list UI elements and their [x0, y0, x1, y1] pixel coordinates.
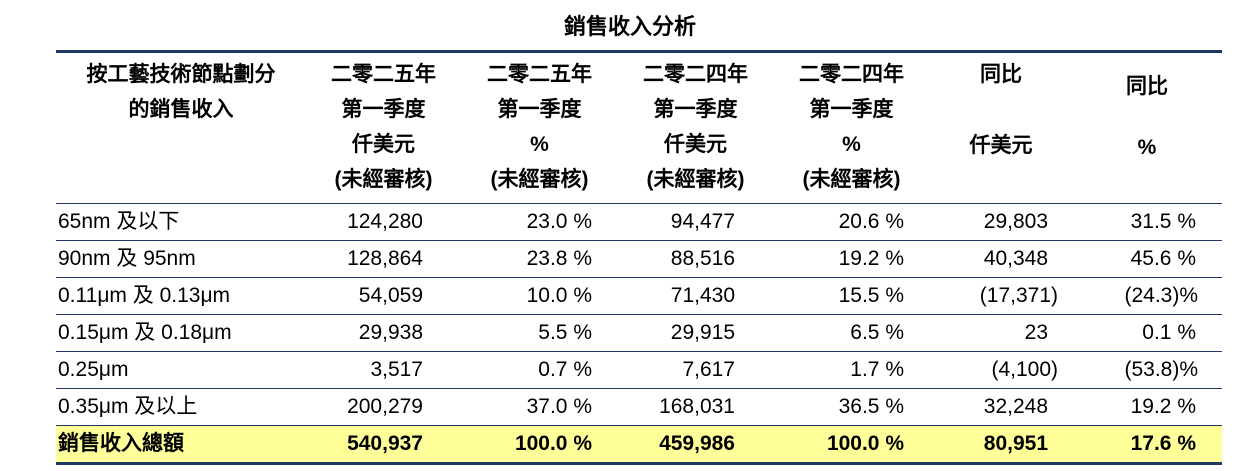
header-line: 二零二五年 [331, 63, 436, 86]
cell-2024q1-pct: 1.7 % [773, 351, 930, 389]
header-line: (未經審核) [334, 168, 433, 191]
row-label: 65nm 及以下 [56, 203, 306, 241]
header-2024q1-pct: 二零二四年 第一季度 % (未經審核) [773, 50, 930, 204]
header-2025q1-pct: 二零二五年 第一季度 % (未經審核) [461, 50, 618, 204]
cell-2024q1-pct: 20.6 % [773, 203, 930, 241]
cell-2025q1-usd: 54,059 [306, 277, 461, 315]
header-yoy-usd: 同比 仟美元 [930, 50, 1072, 204]
cell-2024q1-usd: 7,617 [618, 351, 773, 389]
row-label: 0.15μm 及 0.18μm [56, 314, 306, 352]
header-line: % [530, 133, 549, 156]
header-line: (未經審核) [802, 168, 901, 191]
table-row: 0.25μm 3,517 0.7 % 7,617 1.7 % (4,100) (… [56, 351, 1222, 389]
cell-2025q1-pct: 5.5 % [461, 314, 618, 352]
cell-2024q1-pct: 19.2 % [773, 240, 930, 278]
header-yoy-pct: 同比 % [1072, 50, 1222, 204]
table-header-row: 按工藝技術節點劃分 的銷售收入 二零二五年 第一季度 仟美元 (未經審核) 二零… [56, 50, 1222, 204]
header-line: 仟美元 [352, 133, 415, 156]
cell-2024q1-pct: 6.5 % [773, 314, 930, 352]
cell-yoy-usd: (17,371) [930, 277, 1072, 315]
header-line: 第一季度 [653, 98, 738, 121]
total-row: 銷售收入總額 540,937 100.0 % 459,986 100.0 % 8… [56, 425, 1222, 465]
header-line: 第一季度 [341, 98, 426, 121]
cell-yoy-usd: 40,348 [930, 240, 1072, 278]
cell-2025q1-pct: 0.7 % [461, 351, 618, 389]
header-line: (未經審核) [646, 168, 745, 191]
header-line: 第一季度 [497, 98, 582, 121]
cell-yoy-pct: 31.5 % [1072, 203, 1222, 241]
cell-yoy-pct: (24.3)% [1072, 277, 1222, 315]
total-2025q1-pct: 100.0 % [461, 425, 618, 465]
cell-2024q1-usd: 94,477 [618, 203, 773, 241]
cell-2024q1-pct: 15.5 % [773, 277, 930, 315]
total-label: 銷售收入總額 [56, 425, 306, 465]
sales-by-technology-table: 按工藝技術節點劃分 的銷售收入 二零二五年 第一季度 仟美元 (未經審核) 二零… [56, 50, 1222, 465]
cell-2025q1-usd: 128,864 [306, 240, 461, 278]
row-label: 0.11μm 及 0.13μm [56, 277, 306, 315]
cell-yoy-pct: 19.2 % [1072, 388, 1222, 426]
row-label: 0.35μm 及以上 [56, 388, 306, 426]
cell-2025q1-usd: 124,280 [306, 203, 461, 241]
cell-2025q1-pct: 37.0 % [461, 388, 618, 426]
cell-2025q1-usd: 3,517 [306, 351, 461, 389]
cell-2024q1-pct: 36.5 % [773, 388, 930, 426]
total-2024q1-pct: 100.0 % [773, 425, 930, 465]
header-line: 二零二五年 [487, 63, 592, 86]
cell-2025q1-usd: 200,279 [306, 388, 461, 426]
header-line: % [1137, 136, 1157, 159]
row-label: 90nm 及 95nm [56, 240, 306, 278]
header-line: % [842, 133, 861, 156]
header-line: 仟美元 [664, 133, 727, 156]
header-line: 按工藝技術節點劃分 [86, 63, 276, 86]
total-yoy-usd: 80,951 [930, 425, 1072, 465]
header-line: (未經審核) [490, 168, 589, 191]
cell-2025q1-pct: 23.8 % [461, 240, 618, 278]
cell-yoy-pct: 45.6 % [1072, 240, 1222, 278]
cell-2025q1-pct: 23.0 % [461, 203, 618, 241]
cell-yoy-usd: 32,248 [930, 388, 1072, 426]
cell-2024q1-usd: 88,516 [618, 240, 773, 278]
table-row: 65nm 及以下 124,280 23.0 % 94,477 20.6 % 29… [56, 203, 1222, 241]
cell-yoy-usd: 29,803 [930, 203, 1072, 241]
total-2024q1-usd: 459,986 [618, 425, 773, 465]
cell-2024q1-usd: 168,031 [618, 388, 773, 426]
table-row: 0.35μm 及以上 200,279 37.0 % 168,031 36.5 %… [56, 388, 1222, 426]
document-title: 銷售收入分析 [563, 14, 696, 39]
table-row: 0.11μm 及 0.13μm 54,059 10.0 % 71,430 15.… [56, 277, 1222, 315]
cell-yoy-pct: 0.1 % [1072, 314, 1222, 352]
header-line: 的銷售收入 [128, 98, 234, 121]
cell-2025q1-pct: 10.0 % [461, 277, 618, 315]
header-line: 二零二四年 [643, 63, 748, 86]
header-line: 同比 [1126, 75, 1168, 98]
total-2025q1-usd: 540,937 [306, 425, 461, 465]
table-row: 0.15μm 及 0.18μm 29,938 5.5 % 29,915 6.5 … [56, 314, 1222, 352]
header-line: 第一季度 [809, 98, 894, 121]
cell-2024q1-usd: 29,915 [618, 314, 773, 352]
total-yoy-pct: 17.6 % [1072, 425, 1222, 465]
row-label: 0.25μm [56, 351, 306, 389]
table-row: 90nm 及 95nm 128,864 23.8 % 88,516 19.2 %… [56, 240, 1222, 278]
cell-yoy-usd: 23 [930, 314, 1072, 352]
header-line: 二零二四年 [799, 63, 904, 86]
header-line: 同比 [980, 63, 1022, 86]
header-line: 仟美元 [969, 134, 1033, 157]
header-2025q1-usd: 二零二五年 第一季度 仟美元 (未經審核) [306, 50, 461, 204]
header-technology-node: 按工藝技術節點劃分 的銷售收入 [56, 50, 306, 204]
cell-yoy-usd: (4,100) [930, 351, 1072, 389]
cell-yoy-pct: (53.8)% [1072, 351, 1222, 389]
cell-2025q1-usd: 29,938 [306, 314, 461, 352]
header-2024q1-usd: 二零二四年 第一季度 仟美元 (未經審核) [618, 50, 773, 204]
cell-2024q1-usd: 71,430 [618, 277, 773, 315]
